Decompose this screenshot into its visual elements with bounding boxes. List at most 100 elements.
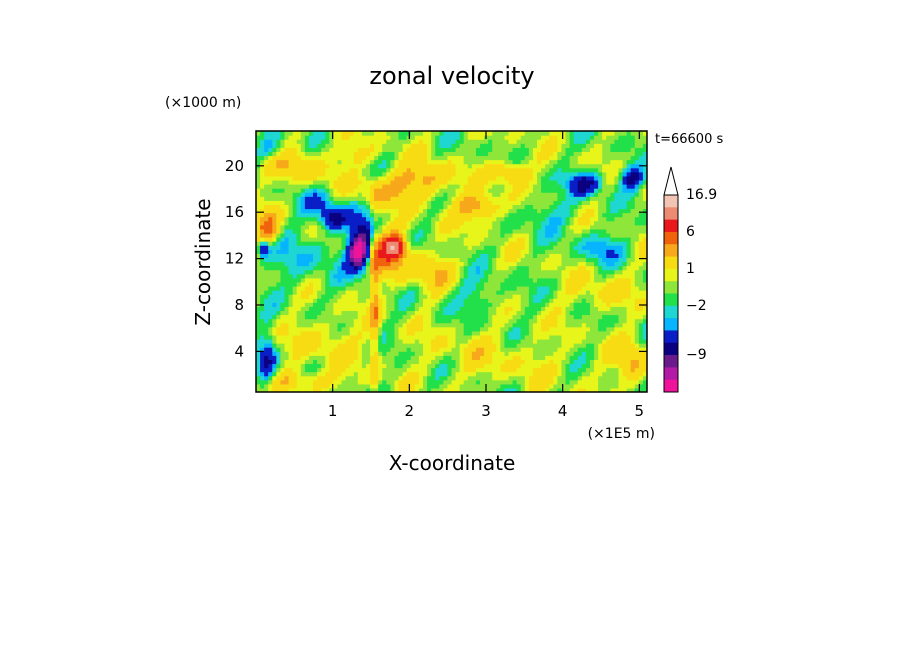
heatmap-cell: [500, 314, 506, 320]
heatmap-cell: [304, 179, 310, 185]
heatmap-cell: [480, 290, 485, 295]
heatmap-cell: [516, 322, 522, 328]
heatmap-cell: [528, 249, 534, 254]
heatmap-cell: [268, 245, 273, 250]
heatmap-cell: [414, 375, 420, 381]
heatmap-cell: [516, 355, 522, 360]
heatmap-cell: [532, 155, 538, 161]
heatmap-cell: [402, 237, 408, 242]
heatmap-cell: [524, 175, 530, 181]
heatmap-cell: [284, 171, 290, 177]
heatmap-cell: [451, 131, 457, 136]
heatmap-cell: [553, 363, 558, 369]
heatmap-cell: [447, 175, 453, 181]
heatmap-cell: [300, 216, 306, 222]
heatmap-cell: [431, 277, 436, 283]
heatmap-cell: [414, 135, 420, 140]
heatmap-cell: [365, 212, 371, 218]
heatmap-cell: [443, 163, 449, 169]
heatmap-cell: [304, 338, 310, 344]
heatmap-cell: [296, 147, 302, 152]
heatmap-cell: [435, 171, 440, 177]
heatmap-cell: [512, 347, 518, 352]
heatmap-cell: [394, 334, 400, 340]
heatmap-cell: [545, 147, 550, 152]
heatmap-cell: [549, 302, 554, 307]
heatmap-cell: [284, 359, 290, 365]
heatmap-cell: [553, 184, 558, 189]
heatmap-cell: [418, 241, 424, 246]
heatmap-cell: [431, 269, 436, 275]
heatmap-cell: [292, 355, 298, 360]
heatmap-cell: [382, 139, 387, 144]
heatmap-cell: [459, 290, 465, 295]
heatmap-cell: [484, 375, 489, 381]
heatmap-cell: [435, 139, 440, 144]
heatmap-cell: [439, 208, 444, 214]
heatmap-cell: [284, 159, 290, 165]
heatmap-cell: [321, 237, 326, 242]
heatmap-cell: [488, 326, 493, 332]
heatmap-cell: [541, 167, 546, 173]
heatmap-cell: [280, 371, 286, 377]
heatmap-cell: [284, 351, 290, 356]
heatmap-cell: [422, 257, 428, 263]
heatmap-cell: [516, 241, 522, 246]
heatmap-cell: [280, 273, 286, 279]
heatmap-cell: [439, 367, 444, 373]
heatmap-cell: [508, 184, 514, 189]
heatmap-cell: [321, 245, 326, 250]
heatmap-cell: [349, 237, 355, 242]
heatmap-cell: [561, 269, 567, 275]
heatmap-cell: [321, 273, 326, 279]
heatmap-cell: [484, 159, 489, 165]
heatmap-cell: [308, 269, 314, 275]
heatmap-cell: [427, 277, 432, 283]
heatmap-cell: [545, 179, 550, 185]
heatmap-cell: [500, 302, 506, 307]
heatmap-cell: [292, 204, 298, 210]
heatmap-cell: [512, 326, 518, 332]
heatmap-cell: [378, 285, 383, 291]
heatmap-cell: [313, 175, 318, 181]
heatmap-cell: [512, 253, 518, 259]
heatmap-cell: [447, 326, 453, 332]
heatmap-cell: [361, 281, 367, 287]
heatmap-cell: [292, 383, 298, 389]
heatmap-cell: [427, 188, 432, 193]
heatmap-cell: [284, 330, 290, 336]
heatmap-cell: [443, 285, 449, 291]
heatmap-cell: [504, 241, 510, 246]
heatmap-cell: [337, 171, 343, 177]
heatmap-cell: [532, 269, 538, 275]
heatmap-cell: [459, 363, 465, 369]
heatmap-cell: [382, 224, 387, 230]
heatmap-cell: [337, 135, 343, 140]
heatmap-cell: [341, 314, 347, 320]
heatmap-cell: [553, 167, 558, 173]
heatmap-cell: [451, 318, 457, 324]
heatmap-cell: [443, 310, 449, 316]
heatmap-cell: [553, 147, 558, 152]
heatmap-cell: [304, 355, 310, 360]
heatmap-cell: [345, 314, 351, 320]
heatmap-cell: [394, 179, 400, 185]
heatmap-cell: [272, 265, 277, 271]
heatmap-cell: [313, 351, 318, 356]
heatmap-cell: [398, 163, 404, 169]
heatmap-cell: [321, 175, 326, 181]
heatmap-cell: [382, 249, 387, 254]
heatmap-cell: [431, 355, 436, 360]
heatmap-cell: [565, 245, 571, 250]
heatmap-cell: [463, 204, 469, 210]
heatmap-cell: [471, 175, 477, 181]
heatmap-cell: [276, 188, 282, 193]
heatmap-cell: [496, 367, 501, 373]
heatmap-cell: [333, 241, 339, 246]
heatmap-cell: [463, 269, 469, 275]
heatmap-cell: [455, 351, 461, 356]
heatmap-cell: [264, 184, 269, 189]
heatmap-cell: [463, 294, 469, 299]
heatmap-cell: [480, 192, 485, 197]
heatmap-cell: [382, 294, 387, 299]
